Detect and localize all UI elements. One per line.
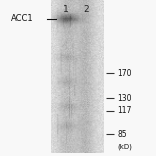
- Text: 170: 170: [117, 69, 132, 78]
- Text: 2: 2: [83, 5, 89, 14]
- Text: ACC1: ACC1: [11, 14, 34, 23]
- Text: 85: 85: [117, 130, 127, 139]
- Text: 130: 130: [117, 94, 132, 103]
- Text: 1: 1: [63, 5, 68, 14]
- Text: 117: 117: [117, 106, 131, 115]
- Text: (kD): (kD): [117, 143, 132, 150]
